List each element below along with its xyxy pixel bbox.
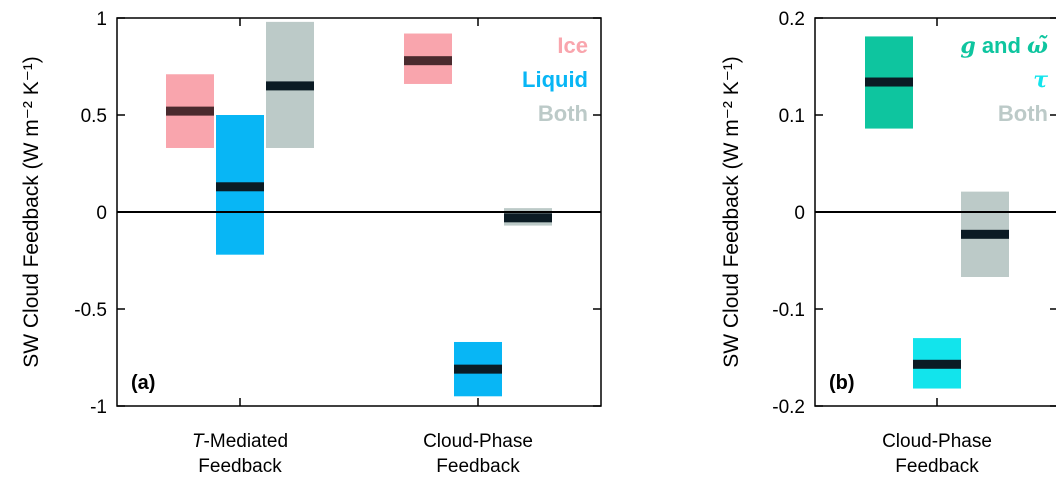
legend-mid: and bbox=[976, 33, 1027, 58]
median-bar-liquid-0 bbox=[216, 182, 264, 192]
median-bar-g_and_omega-0 bbox=[865, 77, 913, 87]
legend-entry-ice: Ice bbox=[557, 33, 588, 58]
category-label-rest: Cloud-Phase bbox=[423, 431, 533, 452]
y-tick-label: -1 bbox=[90, 397, 107, 418]
legend-entry-tau: τ bbox=[1033, 67, 1048, 93]
category-label-line2: Feedback bbox=[198, 456, 282, 477]
category-label-line1: T-Mediated bbox=[192, 431, 288, 452]
legend-entry-g_and_omega: g and ω̃ bbox=[960, 33, 1048, 59]
category-label-italic: T bbox=[192, 431, 205, 452]
y-tick-label: 0.2 bbox=[779, 9, 805, 30]
y-axis-label: SW Cloud Feedback (W m⁻² K⁻¹) bbox=[20, 56, 43, 368]
category-label-line2: Feedback bbox=[436, 456, 520, 477]
category-label-line1: Cloud-Phase bbox=[423, 431, 533, 452]
y-tick-label: -0.1 bbox=[772, 300, 805, 321]
y-tick-label: 1 bbox=[96, 9, 107, 30]
median-bar-liquid-1 bbox=[454, 364, 502, 374]
legend-italic: τ bbox=[1033, 67, 1048, 93]
y-tick-label: 0 bbox=[96, 203, 107, 224]
median-bar-tau-0 bbox=[913, 359, 961, 369]
legend-entry-both: Both bbox=[538, 101, 588, 126]
category-label-line1: Cloud-Phase bbox=[882, 431, 992, 452]
median-bar-ice-0 bbox=[166, 106, 214, 116]
panel-b: -0.2 -0.1 0 0.1 0.2 SW Cloud Feedback (W m⁻²… bbox=[720, 9, 1056, 477]
legend-mid: Both bbox=[998, 101, 1048, 126]
category-label-rest: -Mediated bbox=[204, 431, 289, 452]
legend-tail: ω̃ bbox=[1027, 33, 1048, 59]
legend-entry-liquid: Liquid bbox=[522, 67, 588, 92]
median-bar-ice-1 bbox=[404, 56, 452, 66]
y-axis-label: SW Cloud Feedback (W m⁻² K⁻¹) bbox=[720, 56, 743, 368]
median-bar-both-0 bbox=[961, 229, 1009, 239]
y-tick-label: -0.5 bbox=[74, 300, 107, 321]
legend-italic: g bbox=[960, 33, 975, 59]
median-bar-both-1 bbox=[504, 213, 552, 223]
category-label-rest: Cloud-Phase bbox=[882, 431, 992, 452]
legend-entry-both: Both bbox=[998, 101, 1048, 126]
y-tick-label: 0 bbox=[794, 203, 805, 224]
category-label-line2: Feedback bbox=[895, 456, 979, 477]
panel-label: (a) bbox=[131, 372, 155, 394]
panel-label: (b) bbox=[829, 372, 855, 394]
median-bar-both-0 bbox=[266, 81, 314, 91]
panel-a: -1 -0.5 0 0.5 1 SW Cloud Feedback (W m⁻² K⁻¹… bbox=[20, 9, 602, 477]
y-tick-label: -0.2 bbox=[772, 397, 805, 418]
y-tick-label: 0.5 bbox=[81, 106, 107, 127]
y-tick-label: 0.1 bbox=[779, 106, 805, 127]
